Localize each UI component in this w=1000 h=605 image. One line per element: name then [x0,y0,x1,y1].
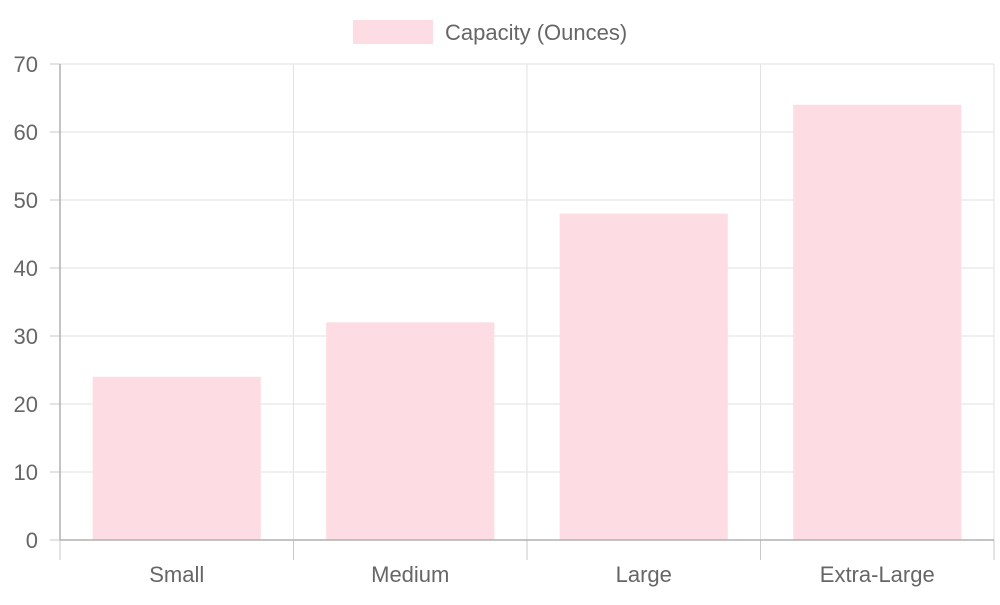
y-tick-label: 10 [14,460,38,485]
x-tick-label: Small [149,562,204,587]
bar-large[interactable] [559,213,728,540]
y-tick-labels: 0 10 20 30 40 50 60 70 [14,52,38,553]
bars [92,104,962,541]
y-tick-label: 0 [26,528,38,553]
x-tick-label: Medium [371,562,449,587]
x-tick-label: Extra-Large [820,562,935,587]
y-tick-label: 40 [14,256,38,281]
bar-extra-large[interactable] [793,104,962,541]
y-tick-label: 70 [14,52,38,77]
bar-small[interactable] [92,376,261,540]
axes [50,63,995,560]
y-tick-label: 50 [14,188,38,213]
legend-label: Capacity (Ounces) [445,20,627,45]
bar-medium[interactable] [326,322,495,540]
legend-swatch [353,20,433,44]
x-tick-labels: Small Medium Large Extra-Large [149,562,934,587]
x-tick-label: Large [616,562,672,587]
legend[interactable]: Capacity (Ounces) [353,20,627,45]
y-tick-label: 30 [14,324,38,349]
y-tick-label: 20 [14,392,38,417]
y-tick-label: 60 [14,120,38,145]
